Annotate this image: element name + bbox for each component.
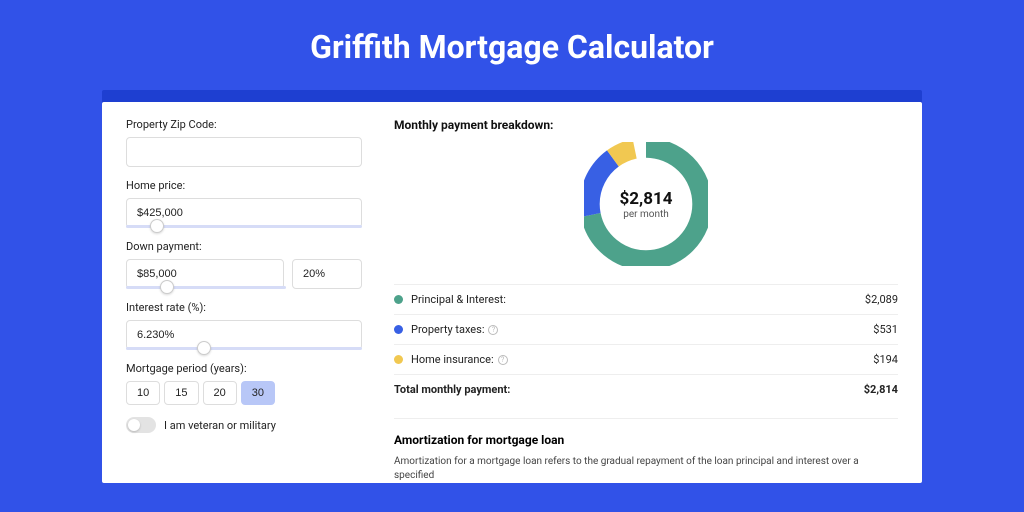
field-home-price: Home price: [126,179,362,228]
dot-taxes [394,325,403,334]
amortization-title: Amortization for mortgage loan [394,433,898,447]
down-payment-label: Down payment: [126,240,362,253]
period-btn-20[interactable]: 20 [203,381,237,405]
home-price-slider[interactable] [126,225,362,228]
zip-label: Property Zip Code: [126,118,362,131]
breakdown-title: Monthly payment breakdown: [394,118,898,132]
home-price-label: Home price: [126,179,362,192]
page-title: Griffith Mortgage Calculator [0,0,1024,90]
veteran-toggle[interactable] [126,417,156,433]
value-taxes: $531 [873,323,898,336]
interest-rate-slider[interactable] [126,347,362,350]
calculator-card: Property Zip Code: Home price: Down paym… [102,102,922,483]
down-payment-slider[interactable] [126,286,286,289]
down-payment-pct-input[interactable] [292,259,362,289]
form-panel: Property Zip Code: Home price: Down paym… [126,118,386,483]
interest-rate-slider-thumb[interactable] [197,341,211,355]
info-icon[interactable]: ? [498,355,508,365]
interest-rate-input[interactable] [126,320,362,350]
outer-card: Property Zip Code: Home price: Down paym… [102,90,922,483]
breakdown-row-total: Total monthly payment: $2,814 [394,374,898,404]
value-total: $2,814 [864,383,898,396]
amortization-text: Amortization for a mortgage loan refers … [394,455,898,483]
breakdown-row-taxes: Property taxes: ? $531 [394,314,898,344]
dot-insurance [394,355,403,364]
amortization-section: Amortization for mortgage loan Amortizat… [394,418,898,483]
value-principal: $2,089 [865,293,898,306]
home-price-slider-thumb[interactable] [150,219,164,233]
interest-rate-label: Interest rate (%): [126,301,362,314]
label-taxes-text: Property taxes: [411,323,484,336]
breakdown-row-principal: Principal & Interest: $2,089 [394,284,898,314]
donut-sub: per month [623,209,669,220]
donut-chart: $2,814 per month [394,142,898,266]
donut-center: $2,814 per month [584,142,708,266]
period-btn-15[interactable]: 15 [164,381,198,405]
label-insurance-text: Home insurance: [411,353,494,366]
field-down-payment: Down payment: [126,240,362,289]
label-insurance: Home insurance: ? [411,353,873,366]
breakdown-row-insurance: Home insurance: ? $194 [394,344,898,374]
period-label: Mortgage period (years): [126,362,362,375]
down-payment-input[interactable] [126,259,284,289]
info-icon[interactable]: ? [488,325,498,335]
period-btn-30[interactable]: 30 [241,381,275,405]
donut-amount: $2,814 [620,189,673,209]
value-insurance: $194 [873,353,898,366]
label-total: Total monthly payment: [394,383,864,396]
field-veteran: I am veteran or military [126,417,362,433]
dot-principal [394,295,403,304]
down-payment-slider-thumb[interactable] [160,280,174,294]
field-interest-rate: Interest rate (%): [126,301,362,350]
label-principal: Principal & Interest: [411,293,865,306]
zip-input[interactable] [126,137,362,167]
field-zip: Property Zip Code: [126,118,362,167]
field-period: Mortgage period (years): 10 15 20 30 [126,362,362,405]
label-taxes: Property taxes: ? [411,323,873,336]
period-btn-10[interactable]: 10 [126,381,160,405]
breakdown-panel: Monthly payment breakdown: $2,814 per mo… [386,118,898,483]
period-options: 10 15 20 30 [126,381,362,405]
veteran-toggle-knob [128,419,140,431]
veteran-label: I am veteran or military [164,419,276,432]
